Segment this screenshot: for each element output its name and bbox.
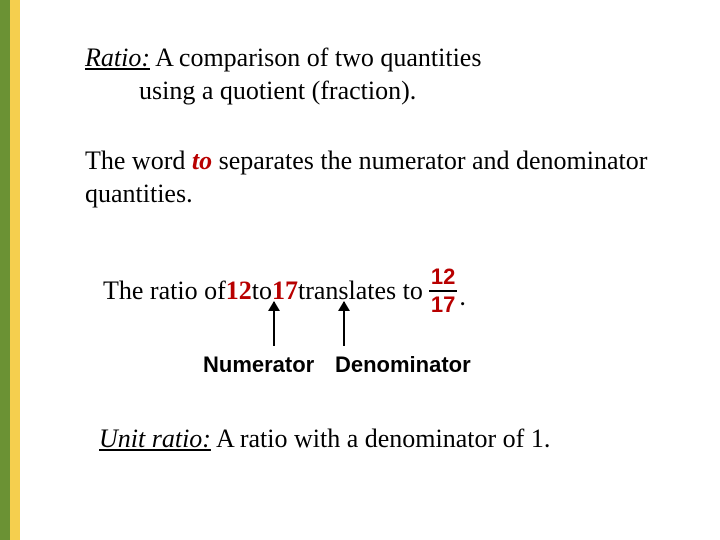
label-numerator: Numerator	[203, 352, 314, 378]
ex-pre: The ratio of	[103, 276, 226, 306]
example-sentence: The ratio of 12 to 17 translates to 12 1…	[85, 266, 680, 316]
fraction-numerator: 12	[429, 266, 457, 292]
sep-pre: The word	[85, 146, 192, 175]
separator-paragraph: The word to separates the numerator and …	[85, 145, 680, 210]
slide-content: Ratio: A comparison of two quantities us…	[20, 0, 720, 540]
ex-num1: 12	[226, 276, 252, 306]
left-border-yellow	[10, 0, 20, 540]
fraction-denominator: 17	[429, 292, 457, 316]
ratio-def-text1: A comparison of two quantities	[150, 43, 481, 72]
unit-ratio-definition: Unit ratio: A ratio with a denominator o…	[85, 424, 680, 454]
unit-ratio-term: Unit ratio:	[99, 424, 211, 453]
example-block: The ratio of 12 to 17 translates to 12 1…	[85, 266, 680, 406]
left-border-green	[0, 0, 10, 540]
ratio-definition-line1: Ratio: A comparison of two quantities	[85, 42, 680, 75]
ratio-term: Ratio:	[85, 43, 150, 72]
ratio-definition-line2: using a quotient (fraction).	[85, 75, 680, 108]
label-denominator: Denominator	[335, 352, 471, 378]
ex-period: .	[459, 282, 466, 312]
example-fraction: 12 17	[429, 266, 457, 316]
word-to: to	[192, 146, 212, 175]
ex-post: translates to	[298, 276, 423, 306]
unit-ratio-text: A ratio with a denominator of 1.	[211, 424, 550, 453]
arrow-up-denominator	[343, 302, 345, 346]
arrow-up-numerator	[273, 302, 275, 346]
